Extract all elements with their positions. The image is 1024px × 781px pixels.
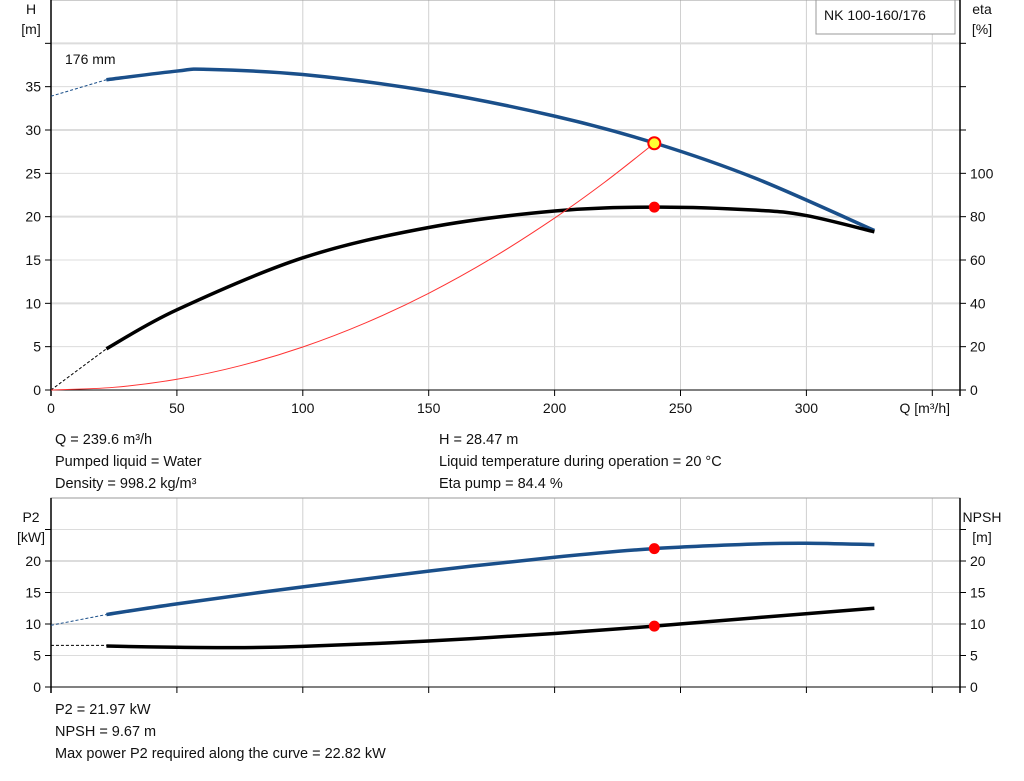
head-value: H = 28.47 m bbox=[439, 432, 519, 448]
right-tick-label: 40 bbox=[970, 295, 986, 311]
right-tick-label: 0 bbox=[970, 382, 978, 398]
legend-box bbox=[815, 0, 956, 35]
right-tick-label: 100 bbox=[970, 165, 994, 181]
eta-value: Eta pump = 84.4 % bbox=[439, 476, 563, 492]
right-axis-title: NPSH bbox=[963, 509, 1002, 525]
duty-point-eta bbox=[648, 201, 660, 213]
right-axis-unit: [%] bbox=[972, 21, 992, 37]
left-tick-label: 0 bbox=[33, 382, 41, 398]
right-tick-label: 20 bbox=[970, 553, 986, 569]
left-tick-label: 20 bbox=[25, 209, 41, 225]
bottom-info: P2 = 21.97 kW NPSH = 9.67 m Max power P2… bbox=[55, 699, 386, 765]
x-tick-label: 250 bbox=[669, 400, 693, 416]
right-tick-label: 10 bbox=[970, 616, 986, 632]
top-info-right: H = 28.47 m Liquid temperature during op… bbox=[439, 429, 722, 495]
x-tick-label: 100 bbox=[291, 400, 315, 416]
x-tick-label: 0 bbox=[47, 400, 55, 416]
left-tick-label: 5 bbox=[33, 648, 41, 664]
left-tick-label: 20 bbox=[25, 553, 41, 569]
head-curve bbox=[106, 67, 876, 233]
eta-curve bbox=[105, 205, 875, 351]
left-tick-label: 15 bbox=[25, 252, 41, 268]
power-npsh-chart: 0 5 10 15 20 0 5 10 15 20 P2 [kW] NPSH [m] bbox=[17, 497, 1002, 695]
right-tick-label: 60 bbox=[970, 252, 986, 268]
right-tick-label: 0 bbox=[970, 679, 978, 695]
left-tick-label: 15 bbox=[25, 585, 41, 601]
right-axis-unit: [m] bbox=[972, 529, 991, 545]
x-tick-label: 50 bbox=[169, 400, 185, 416]
liquid-temperature: Liquid temperature during operation = 20… bbox=[439, 454, 722, 470]
head-extrapolated-line bbox=[50, 79, 107, 97]
left-tick-label: 35 bbox=[25, 79, 41, 95]
right-axis-title: eta bbox=[972, 1, 992, 17]
left-tick-label: 10 bbox=[25, 295, 41, 311]
plot-frame bbox=[50, 0, 961, 391]
x-tick-label: 150 bbox=[417, 400, 441, 416]
left-tick-label: 25 bbox=[25, 165, 41, 181]
right-tick-label: 80 bbox=[970, 209, 986, 225]
left-axis-unit: [kW] bbox=[17, 529, 45, 545]
flow-value: Q = 239.6 m³/h bbox=[55, 432, 153, 448]
duty-point-head bbox=[647, 136, 662, 151]
duty-point-p2 bbox=[648, 543, 660, 555]
npsh-curve bbox=[106, 606, 875, 650]
x-tick-label: 300 bbox=[795, 400, 819, 416]
x-axis-label: Q [m³/h] bbox=[899, 400, 950, 416]
left-tick-label: 10 bbox=[25, 616, 41, 632]
max-power: Max power P2 required along the curve = … bbox=[55, 746, 386, 762]
p2-value: P2 = 21.97 kW bbox=[55, 702, 151, 718]
left-tick-label: 5 bbox=[33, 339, 41, 355]
left-axis-title: H bbox=[26, 1, 36, 17]
duty-point-npsh bbox=[648, 620, 660, 632]
left-tick-label: 0 bbox=[33, 679, 41, 695]
left-axis-unit: [m] bbox=[21, 21, 40, 37]
x-tick-label: 200 bbox=[543, 400, 567, 416]
eta-extrapolated-line bbox=[50, 348, 107, 391]
right-tick-label: 5 bbox=[970, 648, 978, 664]
legend-label: NK 100-160/176 bbox=[824, 7, 926, 23]
density: Density = 998.2 kg/m³ bbox=[55, 476, 197, 492]
npsh-value: NPSH = 9.67 m bbox=[55, 724, 157, 740]
right-tick-label: 20 bbox=[970, 339, 986, 355]
system-curve bbox=[50, 142, 655, 391]
left-axis-title: P2 bbox=[22, 509, 39, 525]
pumped-liquid: Pumped liquid = Water bbox=[55, 454, 202, 470]
left-tick-label: 30 bbox=[25, 122, 41, 138]
p2-curve bbox=[106, 541, 875, 617]
top-info-left: Q = 239.6 m³/h Pumped liquid = Water Den… bbox=[55, 429, 202, 495]
right-tick-label: 15 bbox=[970, 585, 986, 601]
head-eta-chart: 0 5 10 15 20 25 30 35 0 20 40 60 80 100 0 50 100 150 200 25… bbox=[21, 0, 994, 416]
impeller-diameter-label: 176 mm bbox=[65, 51, 116, 67]
